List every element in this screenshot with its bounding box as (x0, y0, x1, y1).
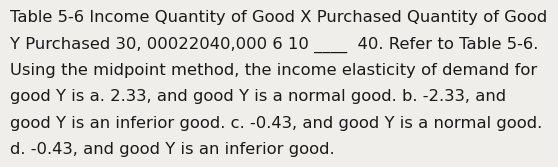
Text: good Y is an inferior good. c. -0.43, and good Y is a normal good.: good Y is an inferior good. c. -0.43, an… (10, 116, 542, 131)
Text: Using the midpoint method, the income elasticity of demand for: Using the midpoint method, the income el… (10, 63, 537, 78)
Text: Y Purchased 30, 00022040,000 6 10 ____  40. Refer to Table 5-6.: Y Purchased 30, 00022040,000 6 10 ____ 4… (10, 36, 538, 53)
Text: good Y is a. 2.33, and good Y is a normal good. b. -2.33, and: good Y is a. 2.33, and good Y is a norma… (10, 89, 506, 104)
Text: d. -0.43, and good Y is an inferior good.: d. -0.43, and good Y is an inferior good… (10, 142, 335, 157)
Text: Table 5-6 Income Quantity of Good X Purchased Quantity of Good: Table 5-6 Income Quantity of Good X Purc… (10, 10, 547, 25)
